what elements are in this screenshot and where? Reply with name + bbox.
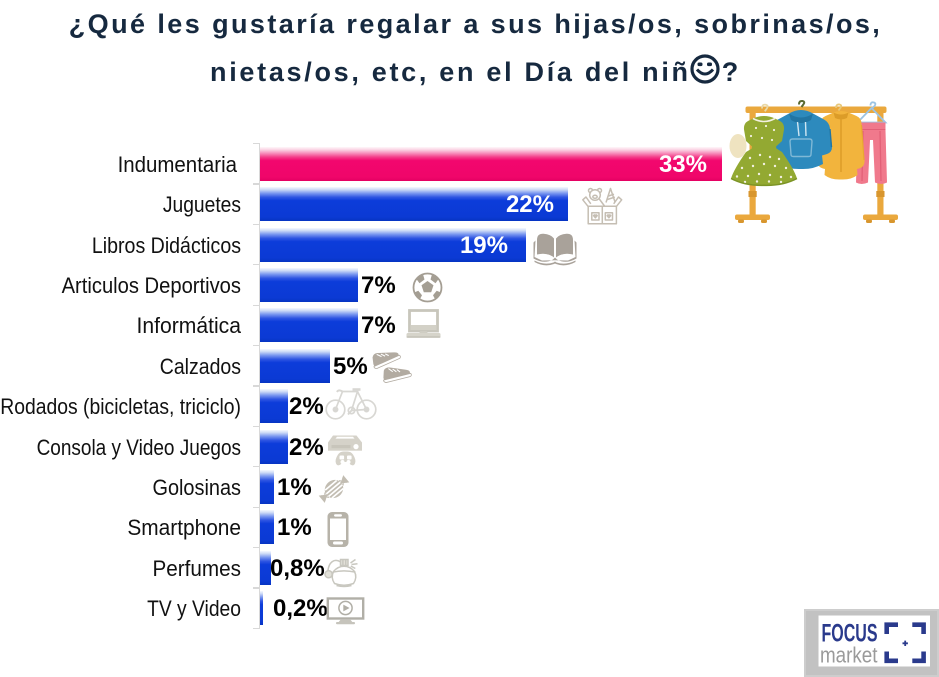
svg-text:market: market (820, 643, 878, 668)
svg-text:FOCUS: FOCUS (822, 619, 878, 647)
